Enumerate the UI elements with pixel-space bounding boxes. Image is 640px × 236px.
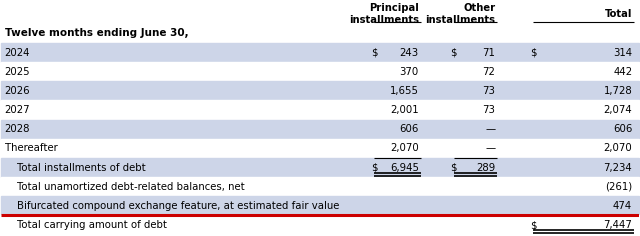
Text: Bifurcated compound exchange feature, at estimated fair value: Bifurcated compound exchange feature, at…	[17, 201, 340, 211]
Bar	[1, 215, 639, 235]
Bar	[1, 196, 639, 215]
Text: 7,447: 7,447	[604, 220, 632, 230]
Text: 289: 289	[476, 163, 495, 173]
Text: 2,070: 2,070	[604, 143, 632, 153]
Bar	[1, 120, 639, 139]
Bar	[1, 139, 639, 158]
Text: 2,074: 2,074	[604, 105, 632, 115]
Text: 442: 442	[613, 67, 632, 77]
Text: —: —	[485, 124, 495, 134]
Bar	[1, 81, 639, 101]
Text: 314: 314	[613, 47, 632, 58]
Text: 2024: 2024	[4, 47, 30, 58]
Text: $: $	[530, 220, 537, 230]
Text: $: $	[451, 163, 457, 173]
Text: 1,728: 1,728	[604, 86, 632, 96]
Text: 73: 73	[483, 105, 495, 115]
Text: Other
installments: Other installments	[425, 3, 495, 25]
Text: 370: 370	[399, 67, 419, 77]
Text: Twelve months ending June 30,: Twelve months ending June 30,	[4, 28, 188, 38]
Bar	[1, 158, 639, 177]
Text: —: —	[485, 143, 495, 153]
Text: 2,070: 2,070	[390, 143, 419, 153]
Text: 2028: 2028	[4, 124, 30, 134]
Bar	[1, 43, 639, 62]
Text: 606: 606	[613, 124, 632, 134]
Text: 73: 73	[483, 86, 495, 96]
Text: Principal
installments: Principal installments	[349, 3, 419, 25]
Text: 2025: 2025	[4, 67, 30, 77]
Text: $: $	[371, 163, 378, 173]
Text: 474: 474	[613, 201, 632, 211]
Text: 72: 72	[483, 67, 495, 77]
Bar	[1, 177, 639, 196]
Text: Thereafter: Thereafter	[4, 143, 58, 153]
Text: 243: 243	[399, 47, 419, 58]
Text: Total unamortized debt-related balances, net: Total unamortized debt-related balances,…	[17, 182, 245, 192]
Text: $: $	[530, 47, 537, 58]
Text: 71: 71	[483, 47, 495, 58]
Text: Total: Total	[605, 9, 632, 19]
Text: Total carrying amount of debt: Total carrying amount of debt	[17, 220, 167, 230]
Bar	[1, 101, 639, 120]
Text: (261): (261)	[605, 182, 632, 192]
Text: 2,001: 2,001	[390, 105, 419, 115]
Text: $: $	[451, 47, 457, 58]
Text: 7,234: 7,234	[604, 163, 632, 173]
Text: 2027: 2027	[4, 105, 30, 115]
Text: $: $	[371, 47, 378, 58]
Bar	[1, 62, 639, 81]
Text: 1,655: 1,655	[390, 86, 419, 96]
Text: 2026: 2026	[4, 86, 30, 96]
Text: 6,945: 6,945	[390, 163, 419, 173]
Text: 606: 606	[399, 124, 419, 134]
Text: Total installments of debt: Total installments of debt	[17, 163, 146, 173]
